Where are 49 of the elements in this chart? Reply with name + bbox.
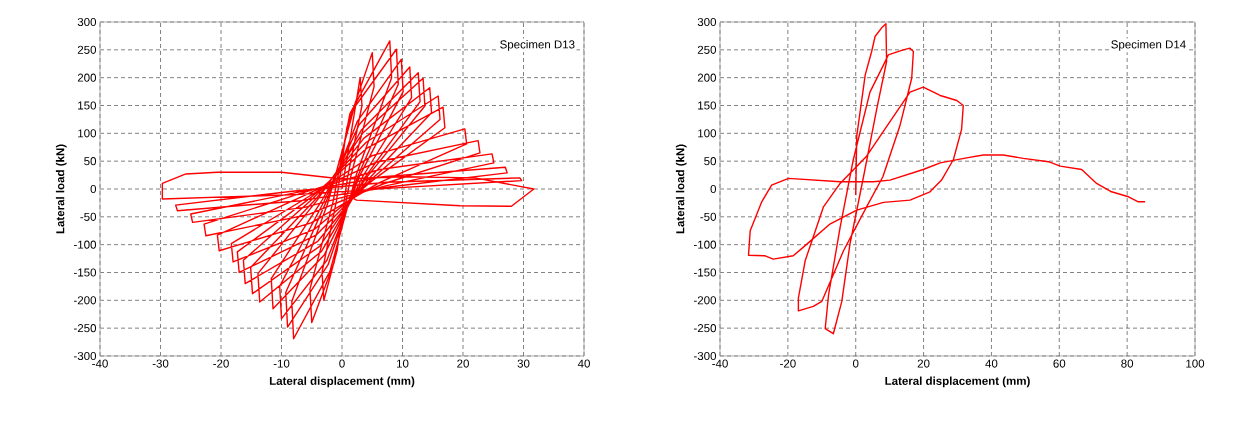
y-tick-label: 300 [697,17,717,27]
x-tick-label: -40 [712,359,728,368]
y-tick-label: 250 [697,45,717,54]
y-tick-label: -100 [693,240,717,249]
y-tick-label: -200 [73,296,97,305]
x-tick-label: 0 [852,359,859,368]
x-tick-label: -20 [213,359,229,368]
y-tick-label: 50 [84,157,97,166]
x-tick-label: 100 [1186,359,1205,368]
y-tick-label: -250 [73,324,97,333]
y-axis-title: Lateral load (kN) [55,144,67,234]
y-tick-label: -300 [693,351,717,361]
y-tick-label: 100 [78,129,97,138]
y-tick-label: 50 [704,157,717,166]
x-tick-label: 10 [396,359,409,368]
y-tick-label: 300 [77,17,97,27]
x-tick-label: 20 [917,359,930,368]
y-tick-label: -150 [693,268,717,277]
x-tick-label: 40 [577,359,590,368]
annotation: Specimen D13 [500,40,575,51]
x-axis-title: Lateral displacement (mm) [269,376,415,388]
y-tick-label: 150 [78,101,97,110]
x-tick-label: 80 [1121,359,1134,368]
x-axis-title: Lateral displacement (mm) [885,376,1030,388]
x-tick-label: 0 [339,359,345,368]
annotation: Specimen D14 [1111,40,1186,51]
x-tick-label: -10 [273,359,290,368]
y-tick-label: -100 [73,240,97,249]
y-tick-label: -50 [700,212,717,221]
x-tick-label: -30 [152,359,169,368]
y-tick-label: 0 [710,184,717,194]
y-tick-label: 150 [698,101,717,110]
y-tick-label: -150 [73,268,97,277]
y-tick-label: -300 [73,351,97,361]
x-tick-label: -20 [780,359,796,368]
y-tick-label: 200 [77,73,97,82]
y-tick-label: 200 [697,73,717,82]
x-tick-label: 20 [457,359,469,368]
y-tick-label: -200 [693,296,717,305]
y-axis-title: Lateral load (kN) [675,144,687,234]
x-tick-label: 60 [1053,359,1066,368]
y-tick-label: -250 [693,324,717,333]
y-tick-label: 100 [698,129,717,138]
y-tick-label: -50 [80,212,97,221]
x-tick-label: 40 [985,359,998,368]
x-tick-label: -40 [92,359,108,368]
y-tick-label: 250 [77,45,97,54]
y-tick-label: 0 [90,184,97,194]
x-tick-label: 30 [517,359,530,368]
